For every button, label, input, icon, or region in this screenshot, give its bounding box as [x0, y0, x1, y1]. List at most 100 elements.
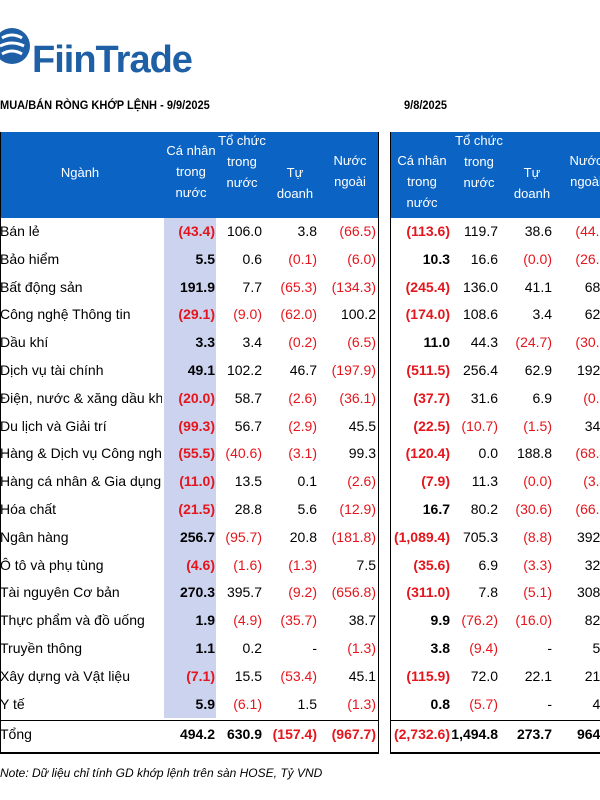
globe-icon [0, 28, 30, 64]
left-value: (4.6) [186, 556, 215, 573]
left-value: 7.7 [242, 278, 262, 295]
right-value: (26.8) [575, 250, 600, 267]
left-value: 1.5 [297, 695, 317, 712]
right-value: 5.6 [592, 640, 600, 656]
right-value: 72.0 [470, 667, 498, 684]
left-value: (43.4) [178, 223, 215, 239]
right-value: 308.3 [576, 584, 600, 601]
left-value: 106.0 [226, 223, 262, 239]
sector-label: Tổng [0, 726, 32, 743]
right-value: (68.4) [575, 445, 600, 462]
right-value: 9.9 [430, 612, 450, 629]
sector-label: Y tế [0, 695, 25, 712]
sector-label: Dịch vụ tài chính [0, 362, 104, 378]
left-value: 20.8 [289, 528, 317, 545]
sector-label: Dầu khí [0, 334, 49, 351]
right-value: 273.7 [516, 726, 552, 743]
right-value: (66.2) [575, 501, 600, 517]
right-value: (7.9) [421, 473, 450, 490]
left-header-3: Tự doanh [276, 165, 314, 201]
right-value: 41.1 [524, 278, 552, 295]
right-value: 188.8 [516, 445, 552, 462]
left-value: (95.7) [225, 528, 262, 545]
left-value: (181.8) [331, 528, 376, 545]
left-value: (6.0) [347, 250, 376, 267]
left-value: (7.1) [186, 667, 215, 684]
left-value: (66.5) [339, 223, 376, 239]
left-value: 395.7 [226, 584, 262, 601]
right-value: (44.7) [575, 223, 600, 239]
left-header-1: Cá nhân trong nước [166, 143, 216, 200]
left-table-right-border [378, 132, 379, 753]
left-value: (21.5) [178, 501, 215, 517]
left-value: (99.3) [178, 417, 215, 434]
left-value: 5.5 [195, 250, 215, 267]
right-value: 11.0 [423, 334, 450, 351]
left-value: 494.2 [179, 726, 215, 743]
footnote: Note: Dữ liệu chỉ tính GD khớp lệnh trên… [0, 766, 323, 780]
right-value: 38.6 [524, 223, 552, 239]
left-value: 13.5 [234, 473, 262, 490]
left-value: (1.3) [347, 695, 376, 712]
sector-label: Bảo hiểm [0, 250, 60, 267]
left-value: 46.7 [289, 362, 317, 378]
left-value: 630.9 [226, 726, 262, 743]
right-value: 108.6 [462, 306, 498, 323]
left-header-4: Nước ngoài [333, 153, 367, 189]
left-value: 38.7 [348, 612, 376, 629]
left-value: 49.1 [187, 362, 215, 378]
left-value: (40.6) [225, 445, 262, 462]
left-value: 58.7 [234, 389, 262, 406]
right-value: (10.7) [461, 417, 498, 434]
right-value: 1,494.8 [451, 726, 498, 743]
right-value: (5.7) [469, 695, 498, 712]
sector-label: Hàng & Dịch vụ Công nghiệp [0, 445, 162, 462]
right-value: (76.2) [461, 612, 498, 629]
right-value: 31.6 [470, 389, 498, 406]
right-header-1: Tổ chức trong nước [455, 133, 503, 190]
left-value: 7.5 [356, 556, 376, 573]
left-value: (1.3) [288, 556, 317, 573]
sector-label: Hóa chất [0, 501, 57, 517]
left-value: 0.1 [297, 473, 317, 490]
right-value: 21.8 [584, 667, 600, 684]
right-value: (245.4) [405, 278, 450, 295]
right-value: (2,732.6) [393, 726, 450, 743]
sector-label: Bất động sản [0, 278, 83, 295]
right-value: (115.9) [406, 667, 450, 684]
right-value: (113.6) [406, 223, 450, 239]
right-value: (24.7) [515, 334, 552, 351]
sector-label: Du lịch và Giải trí [0, 417, 107, 434]
right-value: 7.8 [478, 584, 498, 601]
left-value: 45.5 [348, 417, 376, 434]
right-value: (120.4) [405, 445, 450, 462]
sector-label: Hàng cá nhân & Gia dụng [0, 473, 162, 490]
bottom-line-right [390, 752, 600, 754]
left-value: (55.5) [178, 445, 215, 462]
right-value: (1,089.4) [393, 528, 450, 545]
left-value: 191.9 [179, 278, 215, 295]
left-value: (53.4) [280, 667, 317, 684]
right-value: 0.0 [478, 445, 498, 462]
right-value: 68.2 [584, 278, 600, 295]
left-value: 102.2 [226, 362, 262, 378]
left-value: (11.0) [179, 473, 215, 490]
left-value: (1.6) [233, 556, 262, 573]
right-value: (311.0) [406, 584, 450, 601]
right-value: (0.0) [523, 473, 552, 490]
left-value: (0.2) [288, 334, 317, 351]
left-value: (157.4) [272, 726, 317, 743]
right-value: 16.6 [470, 250, 498, 267]
left-value: (134.3) [331, 278, 376, 295]
right-table-title: 9/8/2025 [404, 98, 447, 112]
left-value: (4.9) [233, 612, 262, 629]
sector-label: Điện, nước & xăng dầu khí đốt [0, 389, 162, 406]
left-value: 56.7 [234, 417, 262, 434]
left-value: 1.1 [195, 640, 215, 656]
sector-label: Thực phẩm và đồ uống [0, 612, 145, 629]
right-value: (3.3) [523, 556, 552, 573]
left-value: 0.6 [242, 250, 262, 267]
right-value: 119.7 [464, 223, 498, 239]
right-header-0: Cá nhân trong nước [397, 153, 447, 210]
right-value: (1.5) [523, 417, 552, 434]
